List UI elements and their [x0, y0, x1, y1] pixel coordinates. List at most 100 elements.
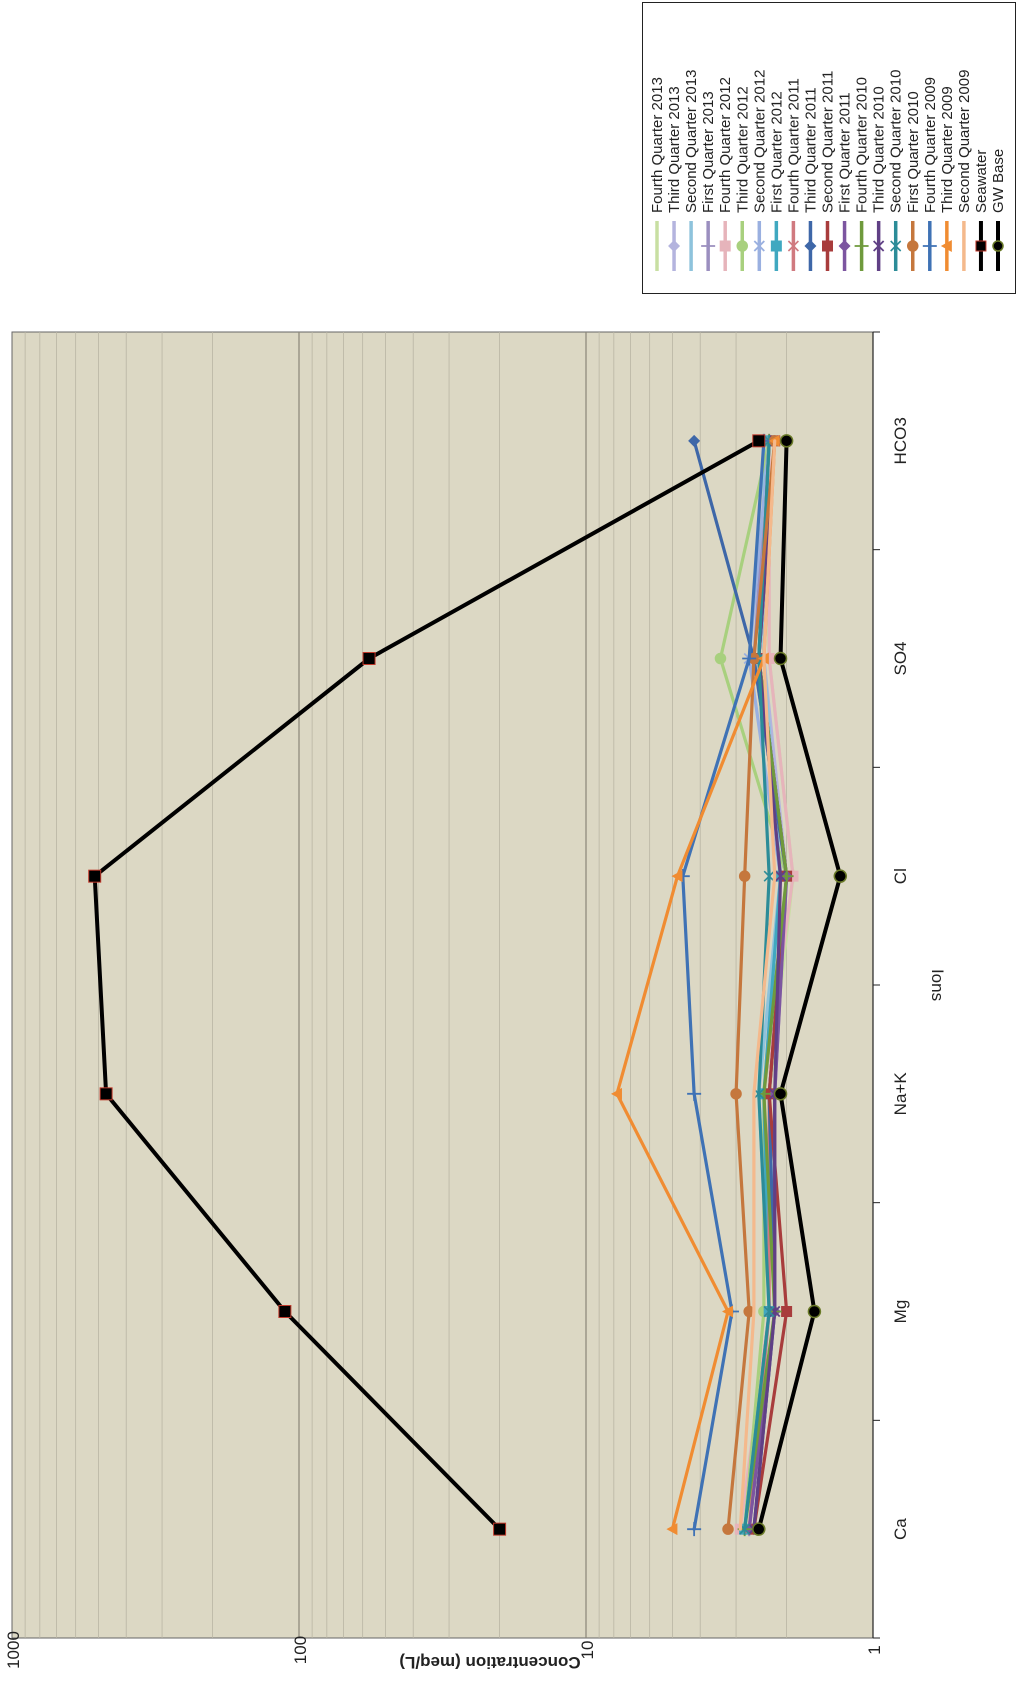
legend-label: Fourth Quarter 2013 — [649, 77, 666, 213]
legend-entry: First Quarter 2011 — [837, 92, 854, 271]
legend-entry: First Quarter 2012 — [768, 91, 785, 271]
legend-swatch-marker — [787, 240, 799, 252]
data-point — [88, 869, 102, 883]
legend-label: Third Quarter 2009 — [939, 86, 956, 213]
y-axis-title: Concentration (meq/L) — [399, 1653, 580, 1672]
legend-swatch-marker — [838, 240, 851, 252]
legend-label: Fourth Quarter 2010 — [854, 77, 871, 213]
series-first-quarter-2010 — [722, 435, 781, 1535]
data-point — [773, 1087, 788, 1101]
legend-label: Second Quarter 2010 — [888, 70, 905, 213]
data-point — [278, 1305, 292, 1318]
legend-label: Second Quarter 2011 — [820, 71, 837, 213]
y-tick-label: 1 — [865, 1645, 884, 1654]
data-point — [742, 651, 757, 666]
data-point — [666, 1523, 678, 1536]
plot-background — [11, 331, 874, 1639]
legend-swatch-marker — [719, 240, 731, 252]
legend-entry: Third Quarter 2013 — [666, 86, 683, 271]
legend-swatch-marker — [736, 240, 748, 252]
legend-entry: First Quarter 2013 — [700, 91, 717, 271]
legend-entry: Second Quarter 2013 — [683, 70, 700, 271]
legend-label: Third Quarter 2012 — [734, 86, 751, 213]
data-point — [763, 1305, 775, 1318]
y-tick-label: 100 — [291, 1636, 310, 1664]
legend-label: Fourth Quarter 2012 — [717, 77, 734, 213]
series-line — [738, 439, 777, 1531]
legend-swatch-marker — [854, 239, 869, 253]
legend-entry: Seawater — [973, 150, 990, 271]
legend-swatch-marker — [770, 240, 782, 252]
legend-entry: Third Quarter 2012 — [734, 86, 751, 271]
legend-swatch-marker — [890, 240, 902, 252]
series-seawater — [88, 434, 766, 1536]
data-point — [807, 1304, 822, 1319]
legend: Fourth Quarter 2013 Third Quarter 2013 Sec… — [642, 2, 1016, 294]
series-line — [681, 439, 766, 1531]
y-tick-label: 10 — [578, 1641, 597, 1660]
legend-label: Second Quarter 2013 — [683, 70, 700, 213]
legend-swatch-marker — [668, 240, 681, 252]
data-point — [99, 1087, 113, 1101]
legend-entry: GW Base — [990, 149, 1007, 271]
legend-entry: Fourth Quarter 2012 — [717, 77, 734, 271]
legend-entry: Third Quarter 2009 — [939, 86, 956, 271]
legend-label: Fourth Quarter 2011 — [785, 78, 802, 213]
legend-entry: Second Quarter 2010 — [888, 70, 905, 271]
y-tick-label: 1000 — [4, 1631, 23, 1669]
x-tick-label: Na+K — [891, 1072, 910, 1116]
x-axis-title: Ions — [928, 969, 947, 1001]
legend-entry: Fourth Quarter 2009 — [922, 77, 939, 271]
legend-entry: Third Quarter 2011 — [802, 87, 819, 271]
data-point — [610, 1087, 622, 1100]
legend-entry: Second Quarter 2011 — [820, 71, 837, 271]
legend-swatch-marker — [922, 239, 937, 253]
data-point — [688, 434, 701, 447]
legend-swatch-marker — [907, 240, 919, 252]
x-tick-label: Ca — [891, 1518, 910, 1540]
legend-entry: Third Quarter 2010 — [871, 86, 888, 271]
series-gw-base — [752, 434, 848, 1536]
legend-label: Second Quarter 2009 — [956, 70, 973, 213]
legend-label: Fourth Quarter 2009 — [922, 77, 939, 213]
legend-swatch-marker — [804, 240, 817, 252]
x-tick-label: SO4 — [891, 641, 910, 675]
legend-entry: Fourth Quarter 2010 — [854, 77, 871, 271]
legend-label: Third Quarter 2010 — [871, 86, 888, 213]
series-line — [756, 438, 843, 1532]
legend-label: Third Quarter 2011 — [802, 87, 819, 213]
legend-label: First Quarter 2010 — [905, 91, 922, 213]
legend-label: First Quarter 2013 — [700, 91, 717, 213]
data-point — [362, 652, 376, 665]
legend-entry: First Quarter 2010 — [905, 91, 922, 271]
data-point — [833, 869, 848, 883]
legend-label: Third Quarter 2013 — [666, 86, 683, 213]
data-point — [714, 652, 727, 665]
legend-label: First Quarter 2011 — [837, 92, 854, 213]
legend-swatch-marker — [822, 240, 833, 252]
data-point — [752, 434, 766, 448]
axis-labels: Concentration (meq/L) Ions — [399, 969, 947, 1672]
legend-label: Second Quarter 2012 — [751, 70, 768, 213]
axes: 1 10 100 1000 Ca Mg Na+K Cl SO4 HCO3 — [4, 331, 910, 1669]
legend-label: First Quarter 2012 — [768, 91, 785, 213]
data-point — [687, 1522, 702, 1537]
data-point — [738, 870, 751, 882]
data-point — [773, 651, 788, 666]
legend-swatch-marker — [873, 240, 885, 252]
data-point — [493, 1522, 507, 1536]
legend-swatch-marker — [992, 240, 1004, 252]
legend-swatch-marker — [975, 240, 987, 252]
legend-entry: Fourth Quarter 2013 — [649, 77, 666, 271]
legend-entry: Second Quarter 2009 — [956, 70, 973, 271]
legend-entry: Second Quarter 2012 — [751, 70, 768, 271]
series-line — [92, 438, 761, 1532]
data-point — [781, 1306, 793, 1317]
legend-label: GW Base — [990, 149, 1007, 213]
data-point — [763, 870, 775, 883]
data-point — [722, 1523, 734, 1535]
data-point — [671, 870, 683, 883]
data-point — [774, 870, 787, 882]
